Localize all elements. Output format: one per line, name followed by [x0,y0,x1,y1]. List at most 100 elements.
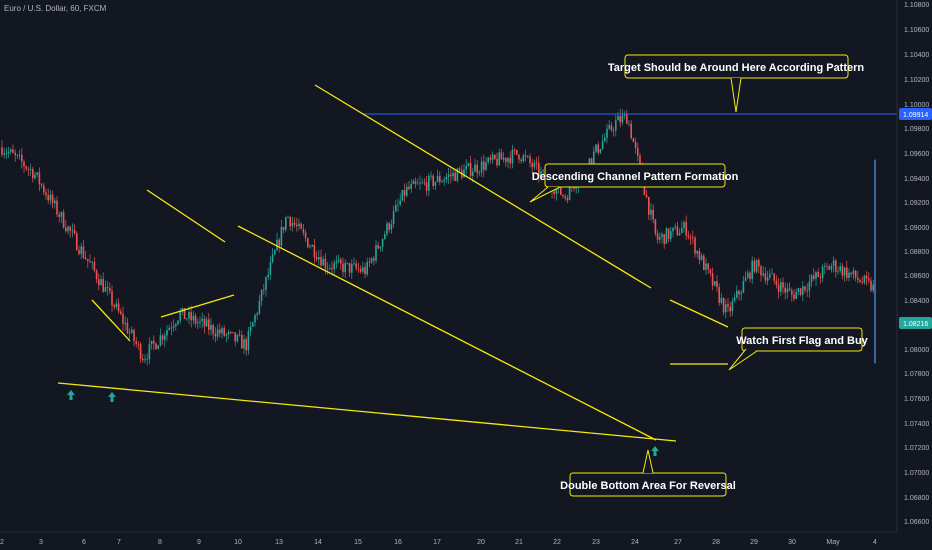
candle-down [850,272,852,275]
candle-down [230,331,232,333]
candle-up [186,318,188,320]
candle-up [848,272,850,278]
annotation-channel[interactable]: Descending Channel Pattern Formation [529,163,739,203]
candle-up [34,174,36,179]
candle-up [751,260,753,280]
new-flag-upper-line [669,299,729,328]
candle-down [122,313,124,324]
candle-down [89,260,91,263]
candle-down [102,279,104,292]
candle-down [788,288,791,291]
candle-up [144,359,146,361]
candle-down [806,289,808,291]
candle-down [126,322,129,334]
annotation-double-bottom[interactable]: Double Bottom Area For Reversal [560,449,736,497]
time-tick-label: 9 [197,539,201,546]
candle-down [368,261,371,263]
candle-up [568,185,571,201]
candle-up [474,164,476,172]
candle-down [709,269,712,274]
candle-down [241,335,243,349]
candle-up [456,168,459,181]
candle-up [485,162,487,170]
candle-down [859,279,861,283]
candle-down [62,212,65,228]
candle-down [27,168,30,170]
candle-up [410,184,412,189]
candle-up [511,149,514,164]
candle-down [817,272,819,277]
candle-up [197,322,199,324]
time-tick-label: 23 [592,539,600,546]
candle-up [247,331,250,351]
candle-up [720,297,723,303]
candle-down [313,245,316,258]
candle-up [467,163,470,166]
candle-up [604,137,606,142]
candle-up [100,279,102,286]
candle-down [626,113,628,124]
candle-down [711,273,714,286]
candle-down [538,162,540,176]
candle-up [150,340,153,345]
annotation-flag[interactable]: Watch First Flag and Buy [728,327,869,371]
candle-down [340,259,342,264]
time-tick-label: 28 [712,539,720,546]
candle-up [670,231,672,239]
annotation-label: Watch First Flag and Buy [736,335,868,347]
candle-down [804,286,806,290]
time-tick-label: 13 [275,539,283,546]
candle-up [872,284,874,291]
candle-up [678,233,681,236]
candle-down [21,154,23,162]
candle-down [161,335,164,340]
candle-up [445,177,448,180]
candle-down [841,266,844,276]
channel-lower-line [237,225,657,441]
channel-upper-line [314,84,652,289]
candle-up [419,182,421,184]
candle-down [773,273,775,281]
annotation-box [544,163,726,188]
time-tick-label: 22 [553,539,561,546]
candle-down [846,267,848,278]
price-tick-label: 1.09000 [904,225,929,232]
candle-up [384,234,386,240]
candle-down [707,263,709,270]
candle-down [496,158,498,166]
candle-up [177,320,179,325]
candle-up [216,329,219,337]
candle-up [249,326,252,332]
price-tag-label: 1.09914 [903,112,928,119]
candle-up [344,262,346,273]
candle-down [25,166,27,169]
candle-up [10,149,12,152]
candle-up [696,250,698,254]
candle-down [12,149,14,153]
candle-down [408,186,410,189]
candle-down [564,196,566,198]
candle-down [753,260,756,272]
candle-down [43,185,45,193]
candle-up [507,157,509,162]
candle-up [406,186,408,196]
price-tick-label: 1.07600 [904,396,929,403]
candle-up [148,344,151,360]
candle-up [824,266,826,268]
candle-up [260,289,263,301]
candle-up [780,282,782,292]
annotation-label: Target Should be Around Here According P… [608,62,865,74]
candle-up [252,322,254,327]
candle-up [199,320,201,323]
candle-down [1,147,3,155]
candle-up [227,331,230,335]
candle-down [799,288,802,295]
candle-up [443,179,445,182]
candle-up [271,254,274,263]
time-axis[interactable]: 2 3 6 7 8 9 10 13 14 15 16 17 20 21 22 23 24 27 28 29 30 May 4 [0,531,897,546]
price-axis[interactable]: 1.10800 1.10600 1.10400 1.10200 1.10000 1.098… [896,0,932,532]
candle-up [54,200,56,204]
annotation-target[interactable]: Target Should be Around Here According P… [608,54,865,113]
candle-up [595,144,597,152]
